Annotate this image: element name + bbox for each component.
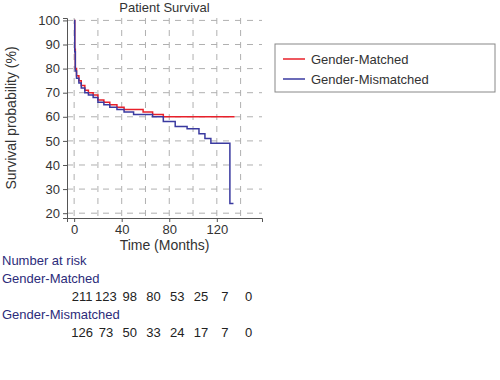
risk-count: 50 (122, 325, 136, 340)
risk-count: 73 (99, 325, 113, 340)
grid-line (67, 140, 262, 141)
legend-swatch (283, 78, 305, 80)
grid-line (97, 18, 98, 218)
tick-label: 20 (46, 206, 60, 221)
tick-label: 0 (71, 222, 78, 237)
grid-line (67, 68, 262, 69)
tick-label: 70 (46, 85, 60, 100)
legend-label: Gender-Mismatched (311, 72, 429, 87)
title: Patient Survival (119, 0, 209, 15)
tick: 90 (46, 37, 67, 52)
tick: 70 (46, 85, 67, 100)
tick: 100 (38, 13, 67, 28)
survival-line (74, 20, 233, 203)
tick-label: 40 (46, 158, 60, 173)
tick: 40 (46, 158, 67, 173)
y-axis: 20 30 40 50 60 70 80 90 100 (38, 13, 67, 221)
legend: Gender-Matched Gender-Mismatched (275, 44, 495, 92)
tick-mark (63, 117, 67, 118)
grid-line (240, 18, 241, 218)
tick-mark (63, 189, 67, 190)
y-axis-title: Survival probability (%) (3, 46, 19, 189)
risk-count: 7 (221, 325, 228, 340)
x-axis-title: Time (Months) (120, 237, 210, 253)
legend-box (275, 44, 495, 92)
tick-label: 30 (46, 182, 60, 197)
tick-mark (63, 165, 67, 166)
risk-count: 0 (245, 289, 252, 304)
risk-count: 126 (71, 325, 93, 340)
tick-mark (63, 93, 67, 94)
tick-label: 40 (115, 222, 129, 237)
tick: 20 (46, 206, 67, 221)
grid-line (67, 164, 262, 165)
tick-mark (63, 69, 67, 70)
tick-label: 120 (206, 222, 228, 237)
tick-label: 80 (163, 222, 177, 237)
risk-count: 17 (194, 325, 208, 340)
tick-label: 80 (46, 61, 60, 76)
grid-line (67, 20, 262, 21)
grid-line (121, 18, 122, 218)
tick: 30 (46, 182, 67, 197)
tick: 60 (46, 109, 67, 124)
risk-count: 7 (221, 289, 228, 304)
legend-swatch (283, 58, 305, 60)
grid-line (145, 18, 146, 218)
grid-line (216, 18, 217, 218)
risk-table: Number at risk Gender-Matched 211123 98 80 53… (2, 253, 252, 340)
tick: 80 (163, 218, 177, 237)
y-axis-line (63, 19, 68, 219)
risk-count: 211 (72, 289, 93, 304)
grid-line (67, 44, 262, 45)
chart: 203040506070809010004080120Patient Survi… (0, 0, 500, 380)
grid-line (169, 18, 170, 218)
tick: 80 (46, 61, 67, 76)
tick: 50 (46, 134, 67, 149)
tick: 40 (115, 218, 129, 237)
tick-label: 90 (46, 37, 60, 52)
legend-label: Gender-Matched (311, 52, 409, 67)
risk-count: 98 (122, 289, 136, 304)
risk-group: Gender-Mismatched (2, 307, 120, 322)
plot-area (74, 20, 235, 203)
risk-count: 33 (146, 325, 160, 340)
tick-mark (63, 141, 67, 142)
grid-line (67, 189, 262, 190)
risk-title: Number at risk (2, 253, 87, 268)
grid (67, 18, 262, 218)
risk-group: Gender-Matched (2, 271, 100, 286)
risk-count: 53 (170, 289, 184, 304)
risk-count: 0 (245, 325, 252, 340)
grid-line (67, 213, 262, 214)
grid-line (193, 18, 194, 218)
tick-mark (63, 45, 67, 46)
x-axis: 0 40 80 120 (68, 218, 263, 237)
tick-label: 50 (46, 134, 60, 149)
grid-line (67, 92, 262, 93)
risk-count: 24 (170, 325, 184, 340)
tick-label: 100 (38, 13, 60, 28)
tick-mark (63, 20, 67, 21)
tick: 0 (71, 218, 78, 237)
risk-count: 80 (146, 289, 160, 304)
tick: 120 (206, 218, 228, 237)
tick-mark (63, 213, 67, 214)
tick-label: 60 (46, 109, 60, 124)
risk-count: 25 (194, 289, 208, 304)
risk-count: 123 (95, 289, 117, 304)
